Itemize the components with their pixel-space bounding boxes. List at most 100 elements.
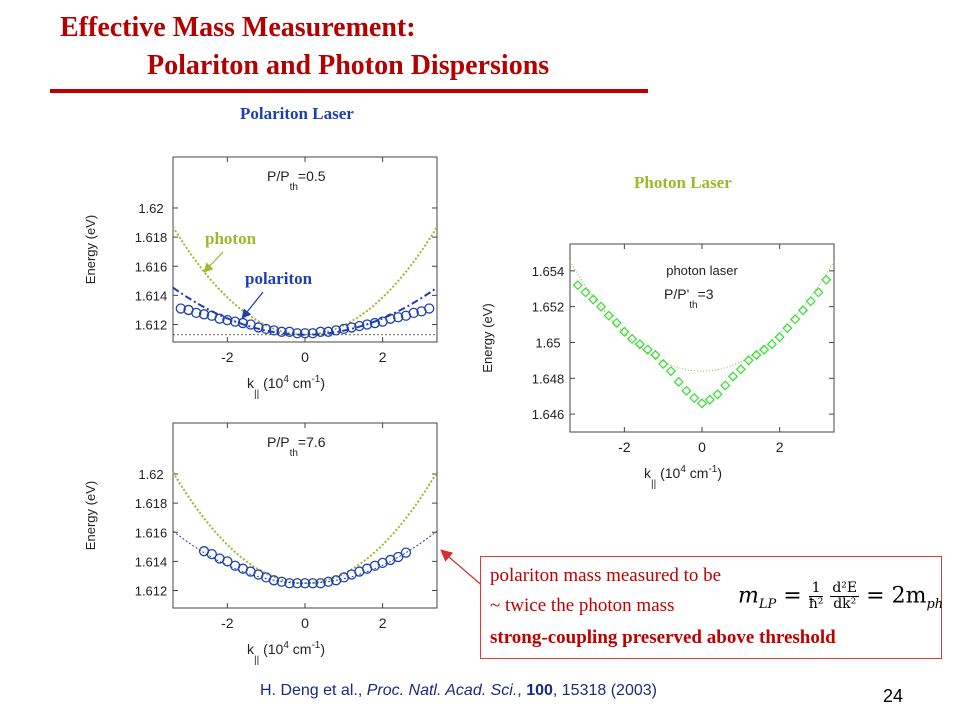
formula-den2: dk² [833, 596, 857, 612]
annotation-part: P/P' [664, 286, 689, 302]
photon-laser-label: Photon Laser [634, 173, 732, 192]
data-point [330, 325, 342, 336]
y-tick-label: 1.612 [135, 584, 168, 599]
data-point [214, 313, 225, 324]
data-point [821, 274, 832, 285]
annotation-part: P/P [267, 434, 290, 450]
data-point [276, 326, 287, 337]
formula-frac1: 1 ħ² [808, 581, 824, 612]
x-tick-label: 0 [698, 439, 706, 455]
citation-authors: H. Deng et al., [260, 682, 367, 699]
polariton-curve [172, 530, 438, 584]
citation-pages: , 15318 (2003) [552, 682, 657, 699]
data-point [813, 287, 824, 298]
y-tick-label: 1.62 [138, 467, 163, 482]
x-tick-label: 0 [301, 349, 309, 365]
data-point [268, 325, 280, 336]
data-point [175, 303, 186, 314]
callout-line-1: polariton mass measured to be [490, 565, 722, 586]
data-point [315, 578, 326, 589]
formula-lhs: m [738, 583, 759, 609]
x-label-part: (10 [259, 641, 283, 657]
citation: H. Deng et al., Proc. Natl. Acad. Sci. , … [260, 682, 657, 700]
data-point [292, 328, 303, 339]
data-point [261, 323, 272, 335]
callout-arrow [440, 549, 486, 589]
title-underline [50, 89, 648, 93]
citation-volume: 100 [526, 682, 553, 699]
x-label-part: ) [320, 375, 325, 391]
y-tick-label: 1.614 [135, 554, 168, 569]
annotation-part: th [689, 300, 697, 311]
data-point [595, 301, 607, 312]
x-label-part: 4 [680, 464, 686, 475]
callout-line-2: ~ twice the photon mass [490, 595, 675, 616]
data-point [292, 578, 303, 589]
y-tick-label: 1.618 [135, 496, 168, 511]
data-point [354, 320, 365, 332]
y-tick-label: 1.612 [135, 318, 168, 333]
data-point [369, 317, 381, 329]
data-point [665, 366, 677, 377]
x-tick-label: 0 [301, 615, 309, 631]
callout-box: polariton mass measured to be ~ twice th… [480, 556, 943, 659]
formula-num: 1 [808, 581, 824, 597]
data-point [268, 575, 280, 586]
x-label-part: k [247, 641, 255, 657]
data-point [299, 578, 311, 589]
annotation-part: P/P [267, 168, 290, 184]
data-point [759, 344, 770, 355]
annotation-part: =0.5 [298, 168, 326, 184]
annotation-part: th [290, 448, 298, 459]
data-point [751, 349, 762, 361]
x-tick-label: 2 [776, 439, 784, 455]
x-axis-label: k|| (104 cm-1) [644, 464, 722, 490]
x-tick-label: 2 [379, 615, 387, 631]
data-point [673, 376, 684, 387]
data-point [284, 578, 295, 589]
y-tick-label: 1.65 [535, 335, 560, 350]
formula-lhs-sub: LP [758, 596, 777, 612]
plot-frame [172, 422, 438, 609]
data-point [315, 326, 326, 337]
x-label-part: cm [289, 641, 312, 657]
data-point [385, 313, 396, 324]
data-point [588, 294, 599, 305]
chart-polariton-low: -2 0 2 1.612 1.614 1.616 1.618 1.62 Energy (eV) k… [83, 156, 438, 400]
x-label-part: cm [686, 465, 709, 481]
citation-journal: Proc. Natl. Acad. Sci. [366, 682, 518, 699]
y-tick-label: 1.618 [135, 230, 168, 245]
page-number: 24 [883, 686, 904, 706]
formula-eq: = [783, 583, 802, 609]
x-label-part: || [254, 655, 259, 666]
data-point [323, 576, 334, 587]
x-label-part: (10 [259, 375, 283, 391]
citation-sep: , [517, 682, 527, 699]
x-label-part: ) [717, 465, 722, 481]
x-label-part: || [254, 389, 259, 400]
data-point [782, 323, 793, 334]
data-point [735, 364, 746, 375]
y-tick-label: 1.648 [532, 371, 565, 386]
y-tick-label: 1.614 [135, 288, 168, 303]
x-label-part: 4 [283, 374, 289, 385]
data-point [696, 398, 708, 409]
x-tick-label: -2 [618, 439, 631, 455]
x-axis-label: k|| (104 cm-1) [247, 640, 325, 666]
x-label-part: k [247, 375, 255, 391]
data-point [198, 309, 210, 320]
photon-curve [172, 471, 438, 585]
data-point [619, 326, 630, 337]
data-point [299, 328, 311, 339]
data-point [400, 547, 412, 558]
data-point [393, 312, 404, 323]
fit-curve [569, 261, 835, 372]
x-label-part: ) [320, 641, 325, 657]
formula-den: ħ² [808, 596, 824, 612]
polariton-label: polariton [245, 269, 313, 288]
x-label-part: || [651, 479, 656, 490]
data-point [658, 358, 669, 370]
data-point [634, 339, 645, 350]
data-point [681, 385, 692, 396]
